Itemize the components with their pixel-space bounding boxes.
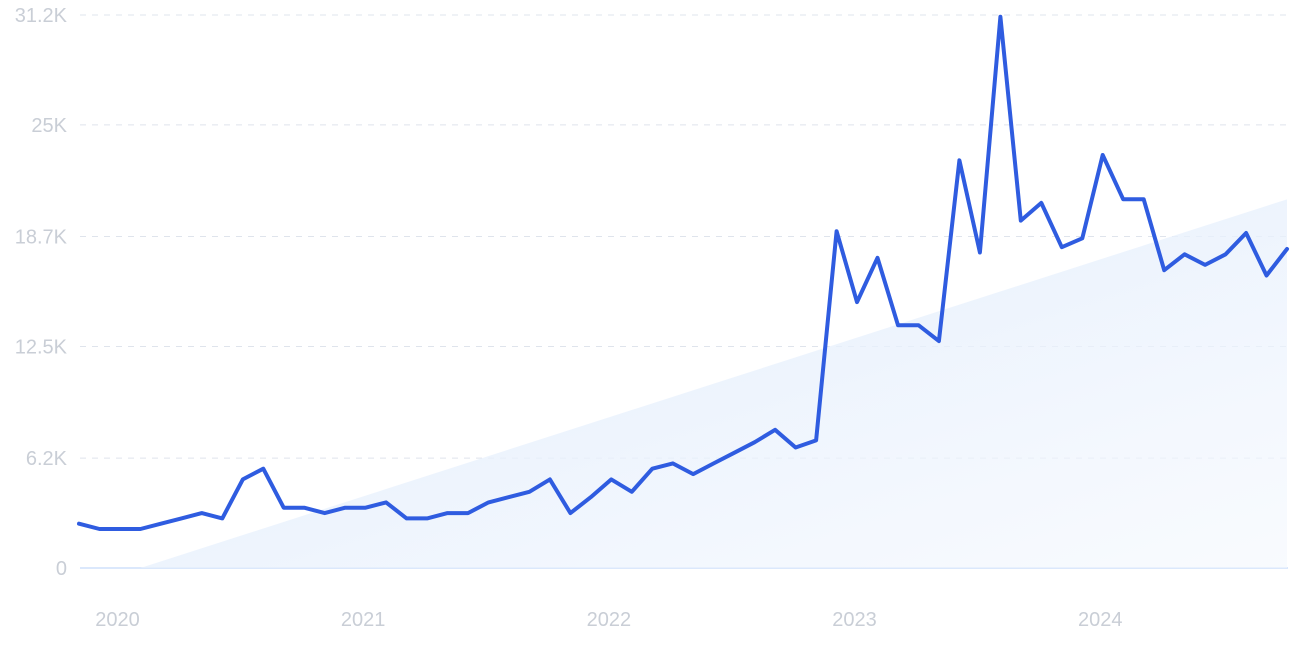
trend-wedge xyxy=(140,199,1288,569)
y-axis-tick-labels: 0 6.2K 12.5K 18.7K 25K 31.2K xyxy=(15,5,68,580)
y-tick-label: 31.2K xyxy=(15,5,68,27)
x-tick-label: 2021 xyxy=(341,609,386,631)
y-tick-label: 12.5K xyxy=(15,336,68,358)
x-tick-label: 2023 xyxy=(832,609,877,631)
y-tick-label: 25K xyxy=(31,115,67,137)
y-tick-label: 0 xyxy=(56,558,67,580)
series-line xyxy=(77,14,1289,531)
x-tick-label: 2024 xyxy=(1078,609,1123,631)
y-tick-label: 6.2K xyxy=(26,448,68,470)
x-tick-label: 2020 xyxy=(95,609,140,631)
x-tick-label: 2022 xyxy=(587,609,632,631)
x-axis-tick-labels: 2020 2021 2022 2023 2024 xyxy=(95,609,1122,631)
series-line-path xyxy=(77,14,1289,531)
y-tick-label: 18.7K xyxy=(15,227,68,249)
trend-area xyxy=(140,199,1288,569)
